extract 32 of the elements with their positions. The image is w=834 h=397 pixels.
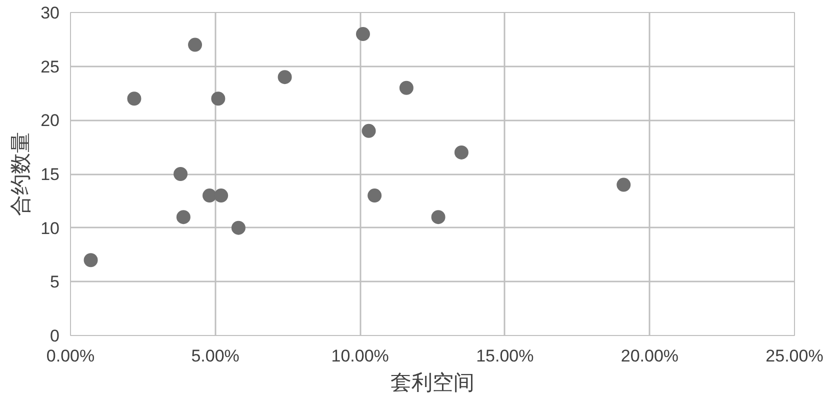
point <box>127 92 142 106</box>
point <box>356 27 370 42</box>
x-tick-label: 25.00% <box>766 346 824 366</box>
x-tick-label: 5.00% <box>191 346 240 366</box>
x-tick-label: 0.00% <box>46 346 95 366</box>
point <box>202 188 217 203</box>
point <box>454 145 468 160</box>
y-tick-label: 15 <box>40 165 60 184</box>
point <box>362 124 376 138</box>
y-tick-label: 25 <box>40 57 60 76</box>
x-tick-label: 15.00% <box>476 346 534 366</box>
y-tick-label: 10 <box>40 218 60 238</box>
x-tick-label: 20.00% <box>620 346 679 366</box>
point <box>211 92 226 106</box>
y-tick-label: 5 <box>50 272 60 292</box>
point <box>231 220 246 235</box>
point <box>399 80 414 95</box>
point <box>84 253 98 268</box>
x-tick-label: 10.00% <box>331 346 389 366</box>
point <box>616 178 631 192</box>
point <box>214 188 228 203</box>
point <box>278 70 292 84</box>
y-tick-label: 30 <box>40 4 60 22</box>
x-axis-title: 套利空间 <box>390 370 474 394</box>
point <box>431 210 446 224</box>
y-axis-title: 合约数量 <box>8 132 33 216</box>
point <box>176 210 190 224</box>
y-tick-label: 20 <box>40 111 60 130</box>
y-tick-label: 0 <box>50 326 60 346</box>
point <box>174 167 188 181</box>
point <box>368 188 382 203</box>
point <box>188 38 202 52</box>
